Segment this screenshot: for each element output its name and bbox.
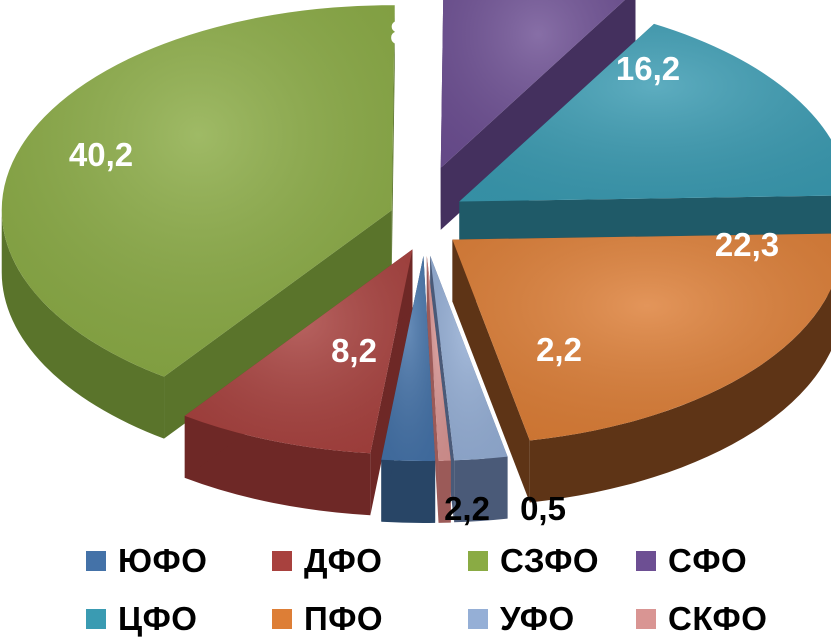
legend-item-ЦФО: ЦФО: [86, 600, 197, 638]
pie-slice-shade-5: [452, 233, 831, 441]
legend-swatch: [272, 609, 292, 629]
pie-slice-shade-6: [430, 255, 508, 461]
pie-slice-side-5: [529, 288, 831, 503]
data-label-ДФО: 8,2: [331, 332, 377, 369]
pie-slice-shade-2: [1, 5, 395, 377]
pie-slice-shade-1: [184, 249, 413, 454]
pie-slice-wall-2-0: [164, 210, 392, 439]
pie-slice-side-2: [1, 210, 165, 439]
data-label-СЗФО: 40,2: [69, 136, 133, 173]
pie-chart: 2,2 8,2 40,2 8,2 16,2 22,3 2,2 0,5: [1, 0, 831, 527]
legend-item-СЗФО: СЗФО: [468, 542, 599, 580]
legend-label: СКФО: [668, 600, 768, 637]
legend-label: ДФО: [304, 542, 383, 579]
data-label-УФО: 2,2: [536, 331, 582, 368]
legend-swatch: [272, 551, 292, 571]
legend-swatch: [86, 551, 106, 571]
legend-label: СФО: [668, 542, 748, 579]
data-label-ЦФО: 16,2: [616, 50, 680, 87]
legend-swatch: [468, 551, 488, 571]
legend-label: ПФО: [304, 600, 384, 637]
legend-item-СКФО: СКФО: [636, 600, 767, 638]
legend-label: ЮФО: [118, 542, 208, 579]
pie-slice-wall-2-1: [391, 5, 395, 273]
legend-swatch: [636, 609, 656, 629]
pie-slice-wall-5-1: [452, 239, 530, 503]
pie-slice-shade-4: [459, 23, 831, 202]
data-label-ЮФО: 2,2: [444, 490, 490, 527]
legend-item-ПФО: ПФО: [272, 600, 383, 638]
legend-item-УФО: УФО: [468, 600, 575, 638]
pie-slice-wall-3-1: [440, 0, 636, 230]
legend-label: УФО: [500, 600, 575, 637]
legend-item-СФО: СФО: [636, 542, 747, 580]
legend-label: СЗФО: [500, 542, 600, 579]
data-label-СКФО: 0,5: [520, 490, 566, 527]
legend-swatch: [636, 551, 656, 571]
legend-item-ДФО: ДФО: [272, 542, 382, 580]
legend-swatch: [468, 609, 488, 629]
legend-swatch: [86, 609, 106, 629]
data-label-СФО: 8,2: [390, 14, 436, 51]
pie-slice-shade-3: [440, 0, 625, 168]
data-label-ПФО: 22,3: [715, 226, 779, 263]
legend-item-ЮФО: ЮФО: [86, 542, 207, 580]
pie-slice-shade-7: [426, 255, 451, 461]
legend-label: ЦФО: [118, 600, 198, 637]
pie-slice-wall-7-1: [426, 255, 439, 523]
pie-slice-side-0: [381, 459, 436, 523]
pie-slice-shade-0: [381, 255, 436, 461]
